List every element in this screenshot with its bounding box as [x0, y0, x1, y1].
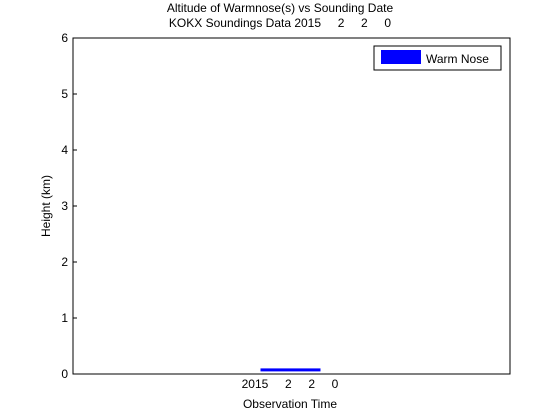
y-axis: 0 1 2 3 4 5 6: [61, 31, 77, 381]
warm-nose-bar: [260, 368, 321, 372]
y-tick-label: 6: [61, 31, 68, 45]
legend: Warm Nose: [373, 45, 502, 71]
y-tick-label: 0: [61, 367, 68, 381]
y-tick-label: 2: [61, 255, 68, 269]
x-tick-label: 2015 2 2 0: [242, 377, 339, 391]
legend-swatch: [381, 50, 421, 64]
x-axis-label: Observation Time: [243, 397, 337, 411]
y-axis-label: Height (km): [39, 175, 53, 237]
y-tick-label: 1: [61, 311, 68, 325]
chart-subtitle: KOKX Soundings Data 2015 2 2 0: [168, 16, 392, 30]
plot-area: [72, 37, 511, 375]
bar-series: [260, 368, 321, 372]
y-tick-label: 4: [61, 143, 68, 157]
y-tick-label: 5: [61, 87, 68, 101]
chart-title: Altitude of Warmnose(s) vs Sounding Date: [166, 1, 394, 15]
y-tick-label: 3: [61, 199, 68, 213]
legend-label: Warm Nose: [426, 52, 489, 66]
